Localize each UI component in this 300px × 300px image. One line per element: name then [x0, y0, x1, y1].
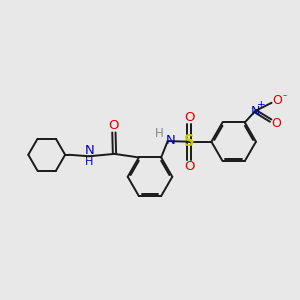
- Text: O: O: [271, 117, 281, 130]
- Text: N: N: [166, 134, 175, 147]
- Text: O: O: [184, 160, 194, 173]
- Text: H: H: [155, 128, 164, 140]
- Text: N: N: [250, 105, 260, 118]
- Text: -: -: [283, 90, 286, 100]
- Text: +: +: [257, 100, 266, 110]
- Text: H: H: [85, 157, 93, 167]
- Text: O: O: [109, 119, 119, 132]
- Text: S: S: [184, 134, 195, 149]
- Text: O: O: [272, 94, 282, 107]
- Text: O: O: [184, 110, 194, 124]
- Text: N: N: [84, 144, 94, 157]
